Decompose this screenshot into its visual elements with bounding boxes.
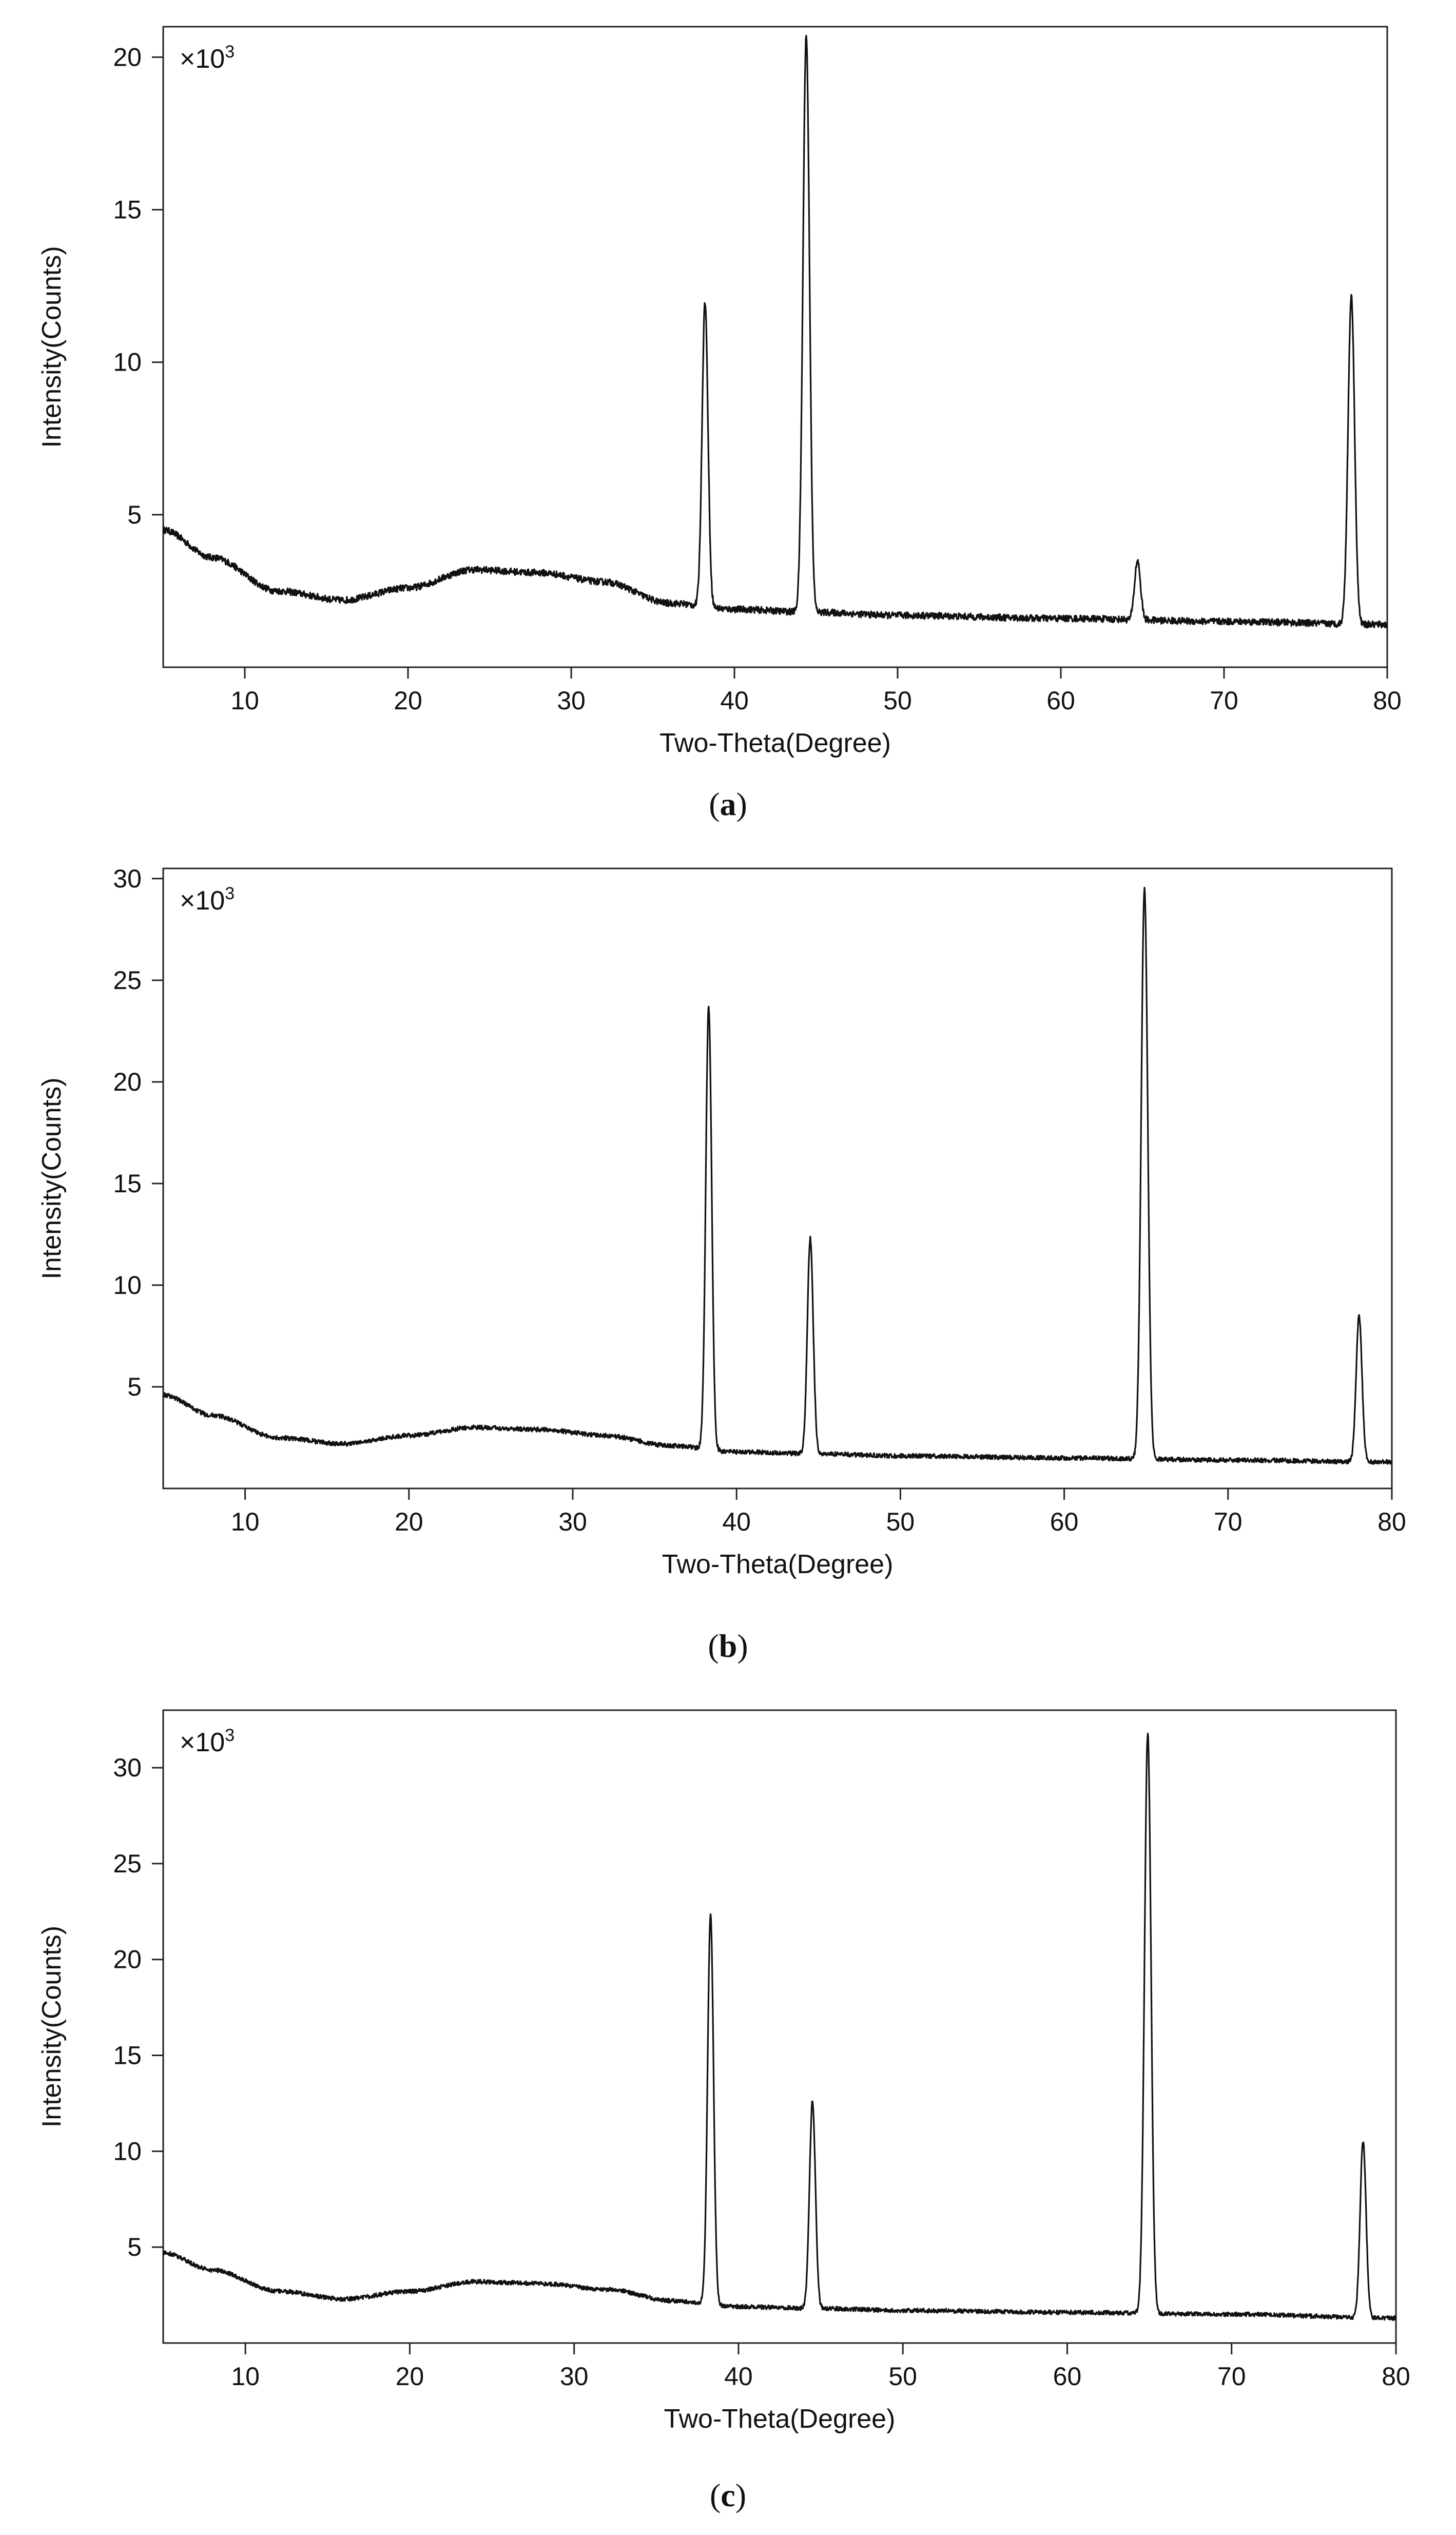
y-tick-label: 10	[113, 348, 142, 377]
y-tick-label: 20	[113, 1945, 142, 1974]
plot-frame	[162, 1709, 1397, 2344]
caption-c: (c)	[709, 2477, 747, 2513]
x-tick-label: 80	[1377, 1507, 1406, 1536]
x-tick-label: 60	[1046, 686, 1075, 715]
y-tick-label: 15	[113, 1169, 142, 1198]
axis-multiplier-label: ×103	[180, 884, 235, 916]
x-tick-label: 60	[1050, 1507, 1079, 1536]
x-tick-label: 70	[1210, 686, 1238, 715]
plot-frame	[162, 26, 1388, 668]
panel-a: 10 20 30 40 50 60 70 80 5 10 15 20 Two-Theta(Degree)…	[0, 0, 1456, 842]
x-tick-label: 30	[558, 1507, 587, 1536]
xrd-pattern-line	[162, 1732, 1397, 2321]
x-tick-label: 50	[886, 1507, 915, 1536]
y-tick-label: 10	[113, 1271, 142, 1300]
x-tick-label: 40	[724, 2362, 753, 2391]
y-tick-label: 30	[113, 864, 142, 893]
caption-a-letter: a	[720, 786, 736, 822]
x-axis-title: Two-Theta(Degree)	[659, 728, 891, 758]
panel-b: 10 20 30 40 50 60 70 80 5 10 15 20 25 30 Two-Theta(Deg…	[0, 842, 1456, 1683]
caption-b: (b)	[708, 1628, 748, 1664]
x-tick-label: 40	[720, 686, 749, 715]
x-tick-label: 80	[1382, 2362, 1410, 2391]
y-tick-label: 5	[127, 1372, 142, 1401]
xrd-chart-b: 10 20 30 40 50 60 70 80 5 10 15 20 25 30 Two-Theta(Deg…	[37, 864, 1406, 1579]
panel-c: 10 20 30 40 50 60 70 80 5 10 15 20 25 30 Two-Theta(Deg…	[0, 1683, 1456, 2535]
y-tick-label: 5	[127, 2233, 142, 2261]
x-tick-label: 20	[396, 2362, 424, 2391]
y-axis-title: Intensity(Counts)	[37, 1077, 67, 1279]
x-tick-label: 50	[888, 2362, 917, 2391]
axis-multiplier-label: ×103	[180, 42, 235, 74]
x-axis-title: Two-Theta(Degree)	[662, 1550, 894, 1579]
y-axis-title: Intensity(Counts)	[37, 1926, 67, 2127]
xrd-chart-c: 10 20 30 40 50 60 70 80 5 10 15 20 25 30 Two-Theta(Deg…	[37, 1709, 1410, 2434]
x-tick-label: 20	[394, 686, 422, 715]
y-tick-label: 20	[113, 1068, 142, 1096]
y-tick-label: 15	[113, 2041, 142, 2070]
x-tick-label: 10	[230, 686, 259, 715]
y-tick-label: 15	[113, 196, 142, 224]
x-tick-label: 50	[883, 686, 912, 715]
x-tick-label: 70	[1214, 1507, 1243, 1536]
xrd-pattern-line	[162, 34, 1388, 629]
caption-b-letter: b	[719, 1628, 737, 1664]
x-tick-label: 40	[722, 1507, 751, 1536]
xrd-chart-a: 10 20 30 40 50 60 70 80 5 10 15 20 Two-Theta(Degree)…	[37, 26, 1402, 758]
x-tick-label: 30	[557, 686, 586, 715]
y-tick-label: 5	[127, 500, 142, 529]
y-tick-label: 20	[113, 43, 142, 71]
x-tick-label: 70	[1217, 2362, 1246, 2391]
caption-c-letter: c	[721, 2477, 735, 2513]
caption-a: (a)	[709, 786, 747, 822]
y-tick-label: 25	[113, 1849, 142, 1878]
x-tick-label: 60	[1053, 2362, 1082, 2391]
plot-frame	[162, 867, 1393, 1489]
y-axis-title: Intensity(Counts)	[37, 246, 67, 448]
xrd-pattern-line	[163, 886, 1393, 1465]
x-tick-label: 20	[395, 1507, 423, 1536]
x-tick-label: 80	[1373, 686, 1402, 715]
y-tick-label: 10	[113, 2137, 142, 2165]
y-tick-label: 30	[113, 1753, 142, 1782]
x-tick-label: 30	[560, 2362, 589, 2391]
x-tick-label: 10	[231, 1507, 260, 1536]
y-tick-label: 25	[113, 966, 142, 995]
x-tick-label: 10	[231, 2362, 260, 2391]
x-axis-title: Two-Theta(Degree)	[664, 2404, 896, 2434]
axis-multiplier-label: ×103	[180, 1726, 235, 1757]
